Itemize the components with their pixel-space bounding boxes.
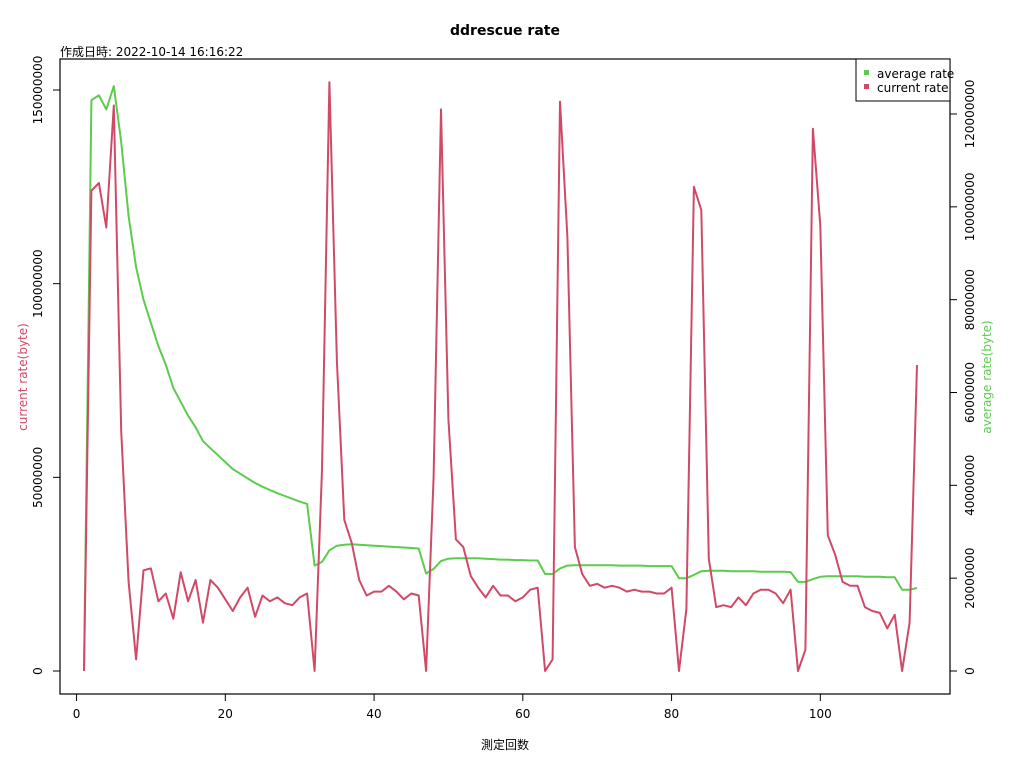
y-left-tick-label: 0 xyxy=(31,667,45,675)
series-average-rate-line xyxy=(83,85,918,672)
y-right-tick-label: 120000000 xyxy=(963,80,977,149)
legend-swatch-current xyxy=(864,84,869,89)
x-axis-label: 測定回数 xyxy=(481,737,529,752)
legend-swatch-average xyxy=(864,70,869,75)
series-layer xyxy=(83,81,918,672)
x-tick-label: 20 xyxy=(218,707,233,721)
y-right-tick-label: 40000000 xyxy=(963,455,977,516)
y-left-tick-label: 150000000 xyxy=(31,56,45,125)
y-left-tick-label: 50000000 xyxy=(31,447,45,508)
y-left-tick-label: 100000000 xyxy=(31,249,45,318)
x-tick-label: 0 xyxy=(73,707,81,721)
y-axis-right-label: average rate(byte) xyxy=(980,320,994,433)
y-axis-right: 0 20000000 40000000 60000000 80000000 1000000… xyxy=(950,80,977,675)
series-current-rate-line xyxy=(83,81,918,672)
y-right-tick-label: 0 xyxy=(963,667,977,675)
chart-title: ddrescue rate xyxy=(450,23,560,39)
chart-subtitle: 作成日時: 2022-10-14 16:16:22 xyxy=(60,45,243,59)
x-axis: 0 20 40 60 80 100 xyxy=(73,694,832,721)
y-right-tick-label: 80000000 xyxy=(963,269,977,330)
plot-frame xyxy=(59,58,951,695)
x-tick-label: 100 xyxy=(809,707,832,721)
y-axis-left-label: current rate(byte) xyxy=(16,323,30,431)
y-right-tick-label: 60000000 xyxy=(963,362,977,423)
legend-label-current: current rate xyxy=(877,81,948,95)
legend-label-average: average rate xyxy=(877,67,954,81)
x-tick-label: 80 xyxy=(664,707,679,721)
x-tick-label: 40 xyxy=(366,707,381,721)
x-tick-label: 60 xyxy=(515,707,530,721)
y-axis-left: 0 50000000 100000000 150000000 xyxy=(31,56,60,675)
legend: average rate current rate xyxy=(855,58,954,102)
y-right-tick-label: 100000000 xyxy=(963,172,977,241)
legend-box xyxy=(855,58,951,102)
y-right-tick-label: 20000000 xyxy=(963,548,977,609)
